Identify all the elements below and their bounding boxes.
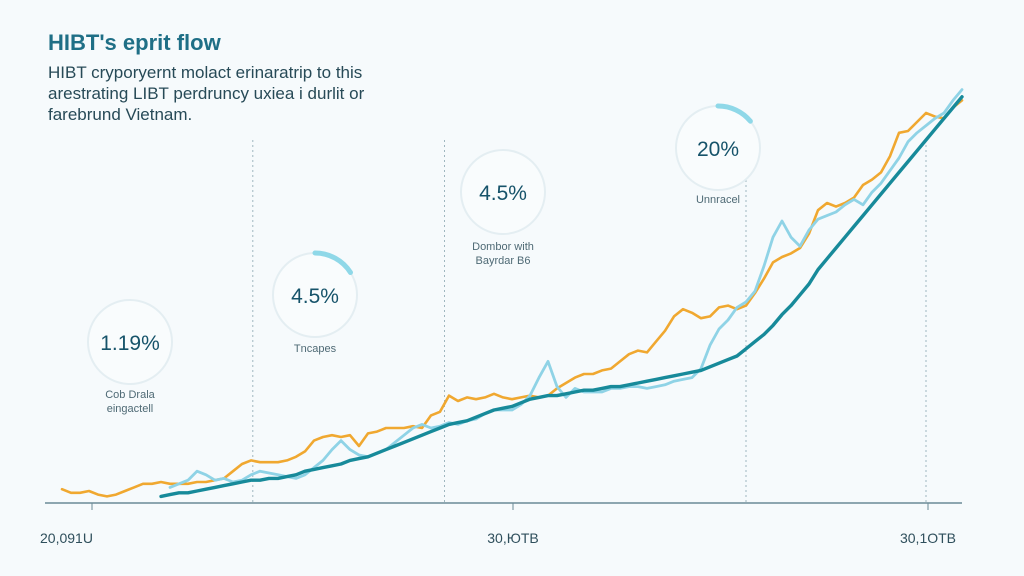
subtitle-line: arestrating LIBT perdruncy uxiea i durli… (48, 84, 365, 103)
annotation-caption: Tncapes (294, 343, 337, 355)
annotation-badge: 4.5% Dombor with Bayrdar B6 (460, 149, 546, 267)
annotation-caption: Dombor with (472, 241, 534, 253)
subtitle-line: farebrund Vietnam. (48, 105, 193, 124)
chart-subtitle: HIBT cryporyernt molact erinaratrip to t… (48, 62, 408, 125)
guide-lines (252, 140, 927, 503)
annotation-caption: Unnracel (696, 194, 740, 206)
annotation-badge: 4.5% Tncapes (272, 250, 358, 355)
annotation-badge: 1.19% Cob Drala eingactell (87, 299, 173, 415)
subtitle-line: HIBT cryporyernt molact erinaratrip to t… (48, 63, 363, 82)
annotation-value: 1.19% (100, 332, 160, 355)
x-axis-ticks: 20,091U 30,ЮTB 30,1OTB (40, 503, 956, 546)
annotation-progress-arc (715, 103, 753, 124)
annotation-ring (460, 149, 546, 235)
x-tick-label: 30,ЮTB (487, 530, 539, 546)
chart-title: HIBT's eprit flow (48, 30, 221, 55)
annotation-caption: eingactell (107, 403, 153, 415)
series-layer (60, 88, 964, 499)
annotation-value: 20% (697, 138, 739, 161)
series-line-light-blue (168, 88, 964, 489)
annotation-caption: Bayrdar B6 (475, 255, 530, 267)
series-line-teal (159, 95, 964, 499)
annotation-layer: 1.19% Cob Drala eingactell 4.5% Tncapes 4.5% D… (87, 103, 761, 415)
annotation-badge: 20% Unnracel (675, 103, 761, 206)
annotation-progress-arc (312, 250, 353, 275)
annotation-value: 4.5% (291, 285, 339, 308)
annotation-value: 4.5% (479, 182, 527, 205)
annotation-ring (87, 299, 173, 385)
x-tick-label: 30,1OTB (900, 530, 956, 546)
x-tick-label: 20,091U (40, 530, 93, 546)
annotation-caption: Cob Drala (105, 389, 155, 401)
